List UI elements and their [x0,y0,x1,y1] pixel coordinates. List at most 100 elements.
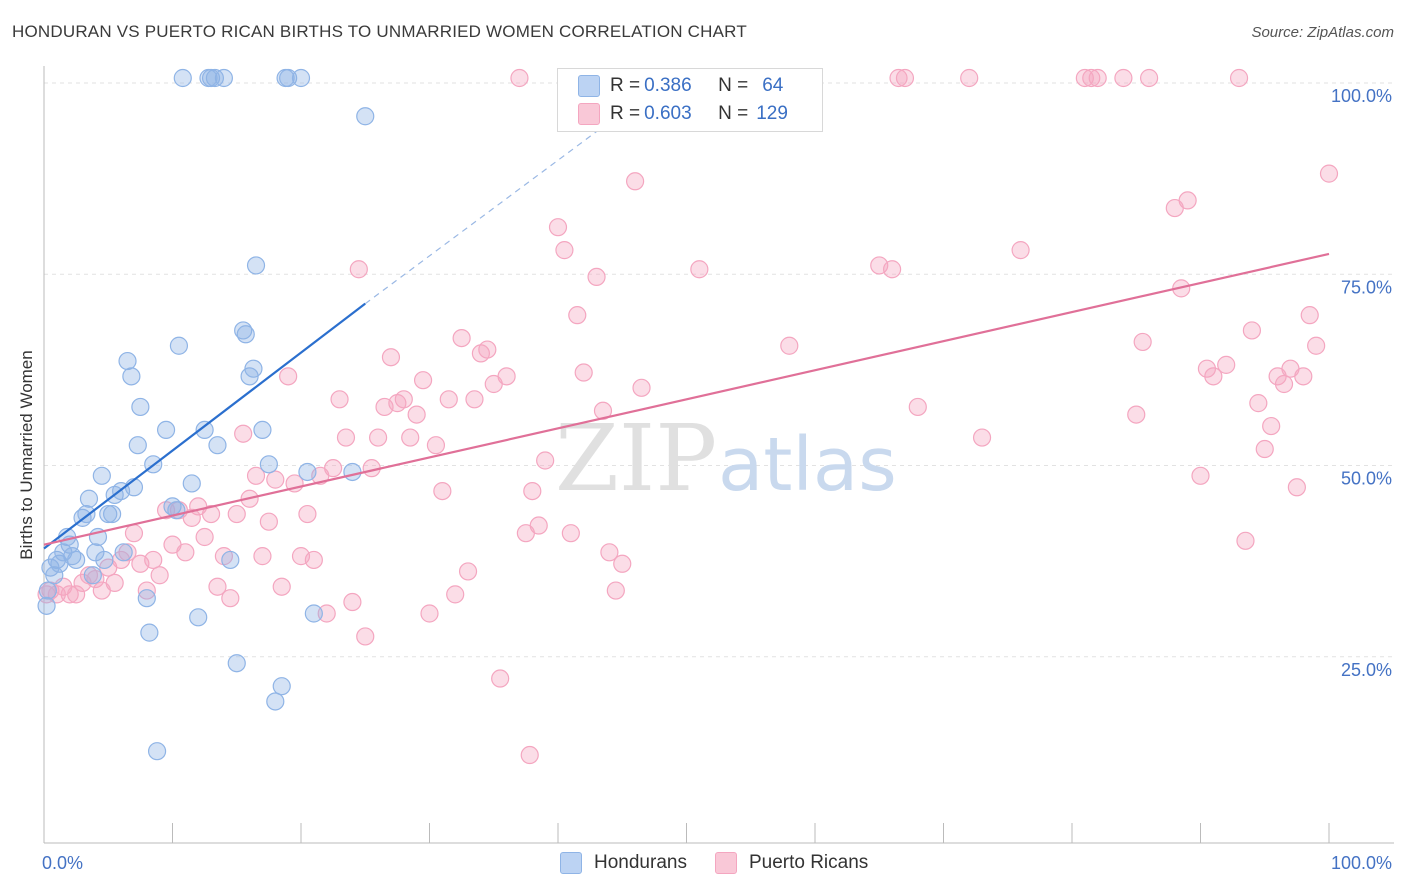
puerto-ricans-point [497,367,516,386]
puerto-ricans-point [356,627,375,646]
puerto-ricans-point [1319,164,1339,183]
puerto-ricans-point [960,68,979,88]
puerto-ricans-point [394,390,413,409]
x-tick-label: 0.0% [42,853,83,873]
puerto-ricans-point [324,459,343,478]
hondurans-point [244,359,263,378]
hondurans-point [156,420,176,439]
legend-n-value: 64 [762,75,784,96]
puerto-ricans-point [1114,68,1133,88]
hondurans-point [173,68,192,88]
hondurans-point [137,589,156,608]
y-axis-label: Births to Unmarried Women [17,350,36,559]
puerto-ricans-point [1178,191,1197,210]
hondurans-point [236,325,255,344]
puerto-ricans-point [632,378,651,397]
puerto-ricans-point [369,428,388,447]
puerto-ricans-point [279,367,298,386]
hondurans-point [195,420,214,439]
puerto-ricans-point [561,524,580,543]
puerto-ricans-point [1242,321,1262,340]
puerto-ricans-point [446,585,465,604]
hondurans-point [140,623,159,642]
hondurans-point [182,474,201,493]
hondurans-point [291,68,311,88]
hondurans-point [227,654,246,673]
puerto-ricans-point [433,482,452,501]
hondurans-point [92,466,111,485]
puerto-ricans-point [426,436,446,455]
puerto-ricans-point [452,329,471,348]
hondurans-point [124,478,144,497]
puerto-ricans-point [1011,241,1030,260]
hondurans-point [118,351,137,371]
series-legend: Hondurans Puerto Ricans [560,852,896,874]
puerto-ricans-trend-line [43,252,1330,546]
puerto-ricans-point [208,577,227,596]
legend-n-label: N = [718,75,749,96]
puerto-ricans-point [972,428,992,447]
puerto-ricans-point [523,482,542,501]
legend-r-label: R = [610,103,641,124]
hondurans-point [279,68,298,88]
puerto-ricans-point [1262,416,1281,436]
puerto-ricans-point [201,504,221,524]
puerto-ricans-point [690,260,709,279]
legend-swatch-hondurans [578,75,600,97]
hondurans-point [114,543,133,562]
hondurans-point [38,581,57,600]
hondurans-point [246,256,266,275]
legend-swatch-puerto-ricans [578,103,600,125]
puerto-ricans-point [349,260,368,279]
puerto-ricans-point [520,745,539,765]
hondurans-point [95,550,114,570]
puerto-ricans-point [272,577,291,596]
puerto-ricans-point [105,573,124,593]
puerto-ricans-point [401,428,420,447]
series-legend-swatch-puerto-ricans [714,852,737,874]
puerto-ricans-point [625,172,645,191]
watermark-atlas: atlas [718,422,897,508]
puerto-ricans-point [1300,306,1319,325]
puerto-ricans-point [407,405,426,424]
hondurans-point [189,608,208,627]
puerto-ricans-point [536,451,555,470]
puerto-ricans-point [195,527,214,547]
puerto-ricans-point [330,390,349,409]
puerto-ricans-point [336,428,356,447]
puerto-ricans-point [568,306,587,325]
hondurans-point [103,504,122,524]
hondurans-point [99,504,118,524]
x-tick-label: 100.0% [1331,853,1392,873]
puerto-ricans-point [510,68,529,88]
hondurans-point [122,367,141,386]
puerto-ricans-point [908,397,927,417]
series-hondurans [37,68,375,761]
hondurans-point [131,397,150,417]
puerto-ricans-point [1249,394,1268,413]
puerto-ricans-point [613,554,632,573]
hondurans-point [169,336,189,355]
hondurans-point [272,677,291,696]
series-legend-label-puerto-ricans: Puerto Ricans [748,852,869,873]
puerto-ricans-point [1236,531,1255,550]
puerto-ricans-point [548,218,568,237]
puerto-ricans-point [1307,336,1326,355]
puerto-ricans-point [1139,68,1159,88]
puerto-ricans-point [144,550,163,570]
y-tick-label: 25.0% [1341,660,1392,680]
legend-row-puerto-ricans: R = 0.603 N = 129 [578,100,792,128]
hondurans-point [199,68,218,88]
legend-r-value: 0.386 [644,75,692,96]
hondurans-point [298,462,317,482]
puerto-ricans-point [491,669,510,688]
puerto-ricans-point [895,68,915,88]
hondurans-point [214,68,233,88]
hondurans-point [208,436,227,455]
puerto-ricans-point [420,604,439,623]
puerto-ricans-point [381,348,401,367]
y-tick-label: 75.0% [1341,277,1392,297]
puerto-ricans-point [124,524,144,543]
puerto-ricans-point [137,581,156,600]
puerto-ricans-point [1287,478,1306,497]
